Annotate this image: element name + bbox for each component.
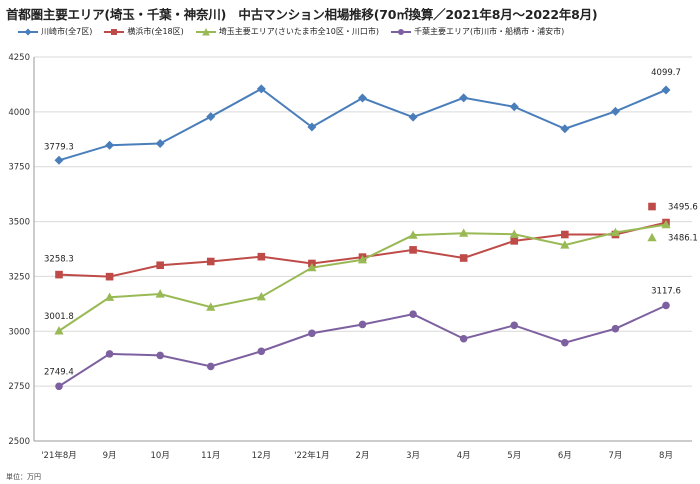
data-label: 4099.7 [651, 68, 681, 78]
legend-item: 川崎市(全7区) [18, 26, 92, 37]
data-point [308, 329, 316, 338]
chart-title: 首都圏主要エリア(埼玉・千葉・神奈川) 中古マンション相場推移(70㎡換算／20… [6, 7, 598, 22]
data-point [206, 112, 216, 122]
data-point [206, 362, 215, 371]
x-tick-label: '21年8月 [41, 450, 77, 461]
legend-swatch [18, 28, 38, 35]
data-point [105, 272, 114, 281]
data-point [611, 324, 620, 333]
data-point [104, 292, 115, 301]
data-point [561, 230, 569, 239]
data-point [307, 262, 317, 272]
y-tick-label: 4000 [8, 108, 30, 118]
data-point [459, 228, 469, 237]
y-tick-label: 3750 [8, 163, 30, 173]
data-point [156, 351, 164, 360]
y-tick-label: 4250 [8, 53, 30, 63]
data-point [509, 229, 519, 238]
data-point [256, 84, 266, 94]
data-point [54, 326, 64, 335]
x-tick-label: 12月 [252, 451, 271, 461]
data-label: 2749.4 [44, 367, 74, 377]
series-line [58, 223, 667, 332]
data-point [610, 227, 621, 237]
data-label: 3495.6 [668, 203, 698, 213]
data-point [509, 102, 519, 112]
data-label: 3779.3 [44, 142, 74, 152]
x-tick-label: 6月 [558, 451, 572, 461]
data-point [307, 122, 317, 132]
data-point [155, 289, 165, 298]
data-point [662, 301, 670, 310]
data-point [257, 252, 266, 261]
data-point [647, 232, 657, 242]
data-point [206, 302, 216, 311]
data-point [459, 334, 468, 343]
x-tick-label: 7月 [608, 451, 622, 461]
unit-note: 単位：万円 [6, 473, 41, 481]
x-tick-label: 10月 [151, 451, 170, 461]
legend-item: 埼玉主要エリア(さいたま市全10区・川口市) [195, 26, 379, 37]
data-point [561, 338, 569, 347]
legend-label: 横浜市(全18区) [127, 27, 184, 36]
x-tick-label: 2月 [356, 451, 370, 461]
data-point [257, 347, 266, 356]
y-tick-label: 3500 [8, 218, 30, 228]
x-tick-label: 5月 [507, 451, 521, 461]
y-tick-label: 3250 [8, 272, 30, 282]
data-point [206, 257, 215, 266]
data-point [105, 140, 115, 150]
data-point [155, 138, 165, 148]
data-point [357, 254, 368, 264]
x-tick-label: 4月 [457, 451, 471, 461]
data-point [256, 292, 266, 301]
data-point [408, 230, 418, 239]
x-tick-label: 9月 [103, 451, 117, 461]
legend-label: 埼玉主要エリア(さいたま市全10区・川口市) [218, 27, 379, 36]
y-tick-label: 2750 [8, 382, 30, 392]
data-label: 3258.3 [44, 255, 74, 265]
legend-label: 川崎市(全7区) [41, 27, 93, 36]
x-tick-label: 3月 [406, 451, 420, 461]
x-tick-label: 11月 [201, 451, 220, 461]
legend: 川崎市(全7区) 横浜市(全18区) 埼玉主要エリア(さいたま市全10区・川口市) 千… [18, 26, 564, 37]
data-label: 3486.1 [668, 234, 698, 244]
data-point [661, 219, 671, 229]
y-tick-label: 3000 [8, 327, 30, 337]
data-point [55, 270, 63, 279]
data-label: 3001.8 [44, 312, 74, 322]
data-point [459, 93, 469, 103]
legend-swatch [104, 28, 125, 35]
data-point [648, 202, 656, 211]
series-line [58, 304, 667, 388]
x-tick-label: '22年1月 [294, 450, 330, 461]
data-point [105, 350, 114, 358]
legend-item: 千葉主要エリア(市川市・船橋市・浦安市) [390, 26, 565, 37]
series-line [58, 221, 667, 278]
data-point [610, 106, 620, 116]
data-point [358, 320, 367, 329]
data-point [409, 310, 417, 318]
data-point [156, 261, 164, 270]
data-point [459, 254, 468, 262]
x-tick-label: 8月 [659, 451, 673, 461]
data-label: 3117.6 [651, 286, 681, 296]
data-point [55, 382, 63, 391]
data-point [54, 155, 64, 165]
legend-swatch [390, 28, 411, 35]
legend-item: 横浜市(全18区) [104, 26, 184, 37]
data-point [661, 85, 671, 95]
y-tick-label: 2500 [8, 437, 30, 447]
data-point [409, 246, 417, 254]
legend-swatch [195, 27, 216, 35]
data-point [358, 93, 367, 103]
data-point [560, 124, 570, 134]
data-point [560, 240, 570, 249]
data-point [408, 112, 418, 122]
legend-label: 千葉主要エリア(市川市・船橋市・浦安市) [413, 27, 565, 36]
data-point [510, 237, 519, 245]
data-point [510, 321, 519, 330]
